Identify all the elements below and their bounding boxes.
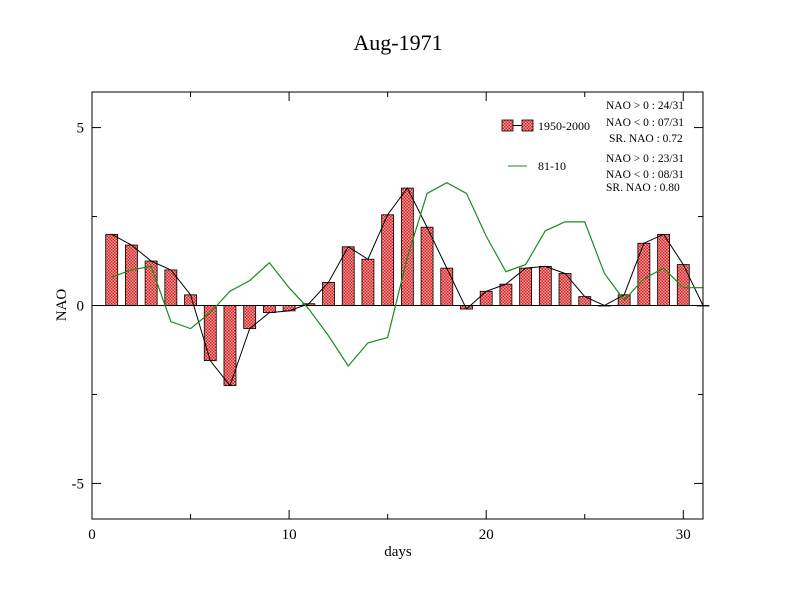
x-axis-label: days [384,544,412,560]
stats-annotations: NAO > 0 : 24/31 NAO < 0 : 07/31 SR. NAO … [606,100,684,194]
legend-swatch-1950-2000 [501,119,514,132]
bar-day-13 [341,246,355,306]
bar-day-28 [637,242,651,306]
plot-frame [91,91,704,520]
stat-sr-nao-2: SR. NAO : 0.80 [606,182,680,194]
legend-swatch-1950-2000-b [521,119,534,132]
bar-day-25 [578,296,592,306]
legend: 1950-2000 81-10 [501,119,590,173]
tick-layer: 0 10 20 30 -5 0 5 [72,92,703,543]
y-tick-label-5: 5 [77,121,85,137]
stat-nao-neg-1: NAO < 0 : 07/31 [606,117,684,129]
y-tick-label-0: 0 [77,299,85,315]
series-line-81-10 [111,182,703,367]
stat-nao-neg-2: NAO < 0 : 08/31 [606,169,684,181]
bar-day-22 [519,267,533,306]
x-tick-label-10: 10 [282,527,297,543]
bar-day-6 [203,305,217,362]
bar-day-12 [322,281,335,306]
stat-sr-nao-1: SR. NAO : 0.72 [609,133,683,145]
bar-day-30 [676,264,690,306]
legend-label-1950-2000: 1950-2000 [538,119,590,133]
bar-day-17 [420,226,434,306]
bar-day-9 [262,305,276,314]
bar-day-1 [105,233,119,306]
bar-day-20 [479,290,493,306]
legend-label-81-10: 81-10 [538,159,566,173]
bar-day-16 [400,187,414,306]
series-line-1950-2000 [111,187,704,387]
stat-nao-pos-1: NAO > 0 : 24/31 [606,100,684,112]
x-tick-label-20: 20 [479,527,494,543]
bar-day-15 [381,214,395,306]
stat-nao-pos-2: NAO > 0 : 23/31 [606,153,684,165]
plot-layer [92,182,710,387]
bar-day-21 [499,283,513,306]
x-tick-label-30: 30 [676,527,691,543]
bar-day-2 [125,244,138,306]
y-tick-label--5: -5 [72,476,85,492]
x-tick-label-0: 0 [88,527,96,543]
bar-day-14 [361,258,375,306]
bar-day-23 [538,265,552,306]
y-axis-label: NAO [54,289,70,322]
bar-day-18 [440,267,454,306]
bar-day-10 [282,305,296,312]
chart-title: Aug-1971 [353,30,442,55]
